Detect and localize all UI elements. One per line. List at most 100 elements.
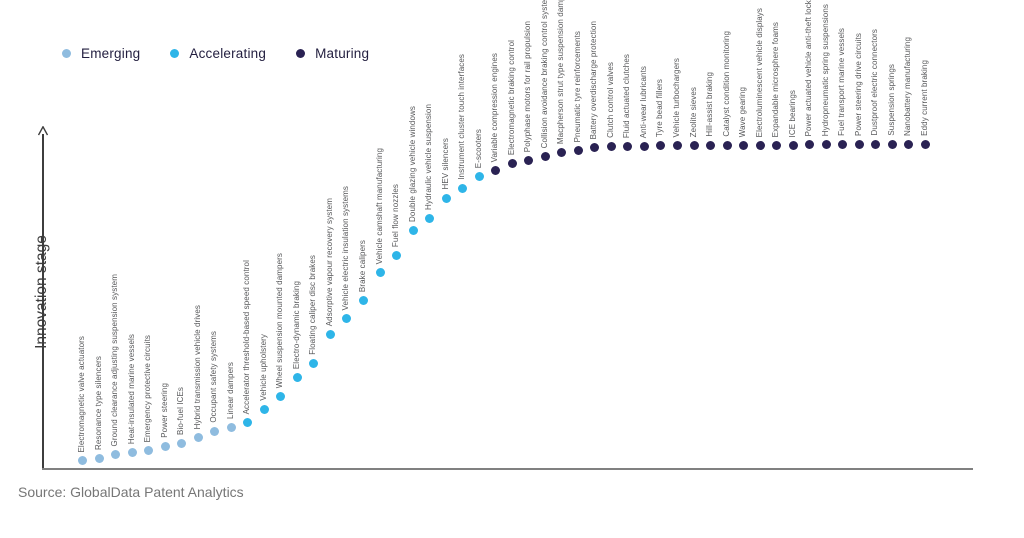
data-point-label: Variable compression engines [490, 52, 499, 162]
data-point-label: Brake calipers [358, 239, 367, 292]
data-point-dot [358, 295, 368, 305]
data-point-dot [854, 139, 864, 149]
data-point-dot [540, 151, 550, 161]
data-point-dot [556, 147, 566, 157]
data-point-dot [490, 165, 500, 175]
data-point-dot [391, 250, 401, 260]
data-point-label: Fuel transport marine vessels [837, 28, 846, 136]
data-point-label: Occupant safety systems [209, 331, 218, 423]
y-axis-arrow-icon [37, 126, 48, 136]
legend-item-maturing: Maturing [296, 46, 369, 61]
data-point-label: Hill-assist braking [705, 72, 714, 137]
data-point-dot [639, 141, 649, 151]
data-point-dot [143, 445, 153, 455]
data-point-dot [606, 141, 616, 151]
data-point-dot [259, 404, 269, 414]
data-point-dot [837, 139, 847, 149]
data-point-label: Resonance type silencers [94, 355, 103, 450]
data-point-label: Pneumatic tyre reinforcements [573, 30, 582, 142]
data-point-dot [408, 225, 418, 235]
legend-item-accelerating: Accelerating [170, 46, 266, 61]
legend-label: Emerging [81, 46, 141, 61]
data-point-label: Eddy current braking [920, 60, 929, 136]
data-point-label: Battery overdischarge protection [589, 20, 598, 139]
legend-label: Maturing [315, 46, 370, 61]
data-point-dot [193, 432, 203, 442]
legend-dot-icon [62, 49, 71, 58]
data-point-label: Tyre bead fillers [655, 78, 664, 137]
data-point-dot [308, 358, 318, 368]
data-point-label: HEV silencers [441, 138, 450, 190]
source-note: Source: GlobalData Patent Analytics [18, 484, 244, 500]
data-point-label: Power steering drive circuits [854, 33, 863, 136]
data-point-label: Vehicle camshaft manufacturing [375, 147, 384, 264]
legend: Emerging Accelerating Maturing [62, 46, 369, 61]
data-point-dot [94, 453, 104, 463]
data-point-label: Nanobattery manufacturing [903, 37, 912, 136]
data-point-dot [870, 139, 880, 149]
data-point-dot [755, 140, 765, 150]
data-point-label: Heat-insulated marine vessels [127, 333, 136, 444]
data-point-dot [589, 142, 599, 152]
data-point-label: Linear dampers [226, 362, 235, 419]
data-point-dot [722, 140, 732, 150]
data-point-label: Hybrid transmission vehicle drives [193, 304, 202, 429]
data-point-dot [242, 417, 252, 427]
data-point-label: Electro-dynamic braking [292, 280, 301, 369]
data-point-dot [887, 139, 897, 149]
data-point-dot [523, 155, 533, 165]
data-point-label: Fuel flow nozzles [391, 183, 400, 247]
data-point-dot [655, 140, 665, 150]
data-point-label: Wheel suspension mounted dampers [275, 252, 284, 388]
data-point-label: Fluid actuated clutches [622, 53, 631, 138]
data-point-label: Catalyst condition monitoring [722, 31, 731, 137]
data-point-label: E-scooters [474, 128, 483, 168]
data-point-dot [176, 438, 186, 448]
data-point-dot [457, 183, 467, 193]
data-point-label: Hydropneumatic spring suspensions [821, 3, 830, 136]
data-point-label: Electroluminescent vehicle displays [755, 7, 764, 137]
x-axis-line [42, 468, 973, 470]
data-point-label: Dustproof electric connectors [870, 29, 879, 136]
data-point-label: Power steering [160, 383, 169, 438]
data-point-dot [705, 140, 715, 150]
data-point-dot [292, 372, 302, 382]
data-point-label: Collision avoidance braking control syst… [540, 0, 549, 148]
data-point-label: Polyphase motors for rail propulsion [523, 20, 532, 152]
data-point-dot [821, 139, 831, 149]
data-point-dot [127, 447, 137, 457]
data-point-dot [920, 139, 930, 149]
legend-item-emerging: Emerging [62, 46, 140, 61]
data-point-dot [507, 158, 517, 168]
data-point-label: Bio-fuel ICEs [176, 387, 185, 435]
legend-dot-icon [170, 49, 180, 58]
data-point-dot [573, 145, 583, 155]
data-point-dot [77, 455, 87, 465]
data-point-dot [110, 449, 120, 459]
data-point-dot [738, 140, 748, 150]
data-point-label: Vehicle upholstery [259, 334, 268, 401]
data-point-label: Clutch control valves [606, 62, 615, 138]
data-point-dot [160, 441, 170, 451]
data-point-label: Anti-wear lubricants [639, 65, 648, 138]
y-axis-title: Innovation stage [33, 235, 50, 349]
data-point-label: Accelerator threshold-based speed contro… [242, 259, 251, 414]
data-point-label: ICE bearings [788, 89, 797, 137]
data-point-label: Suspension springs [887, 64, 896, 136]
data-point-label: Floating caliper disc brakes [308, 255, 317, 355]
data-point-label: Power actuated vehicle anti-theft locks [804, 0, 813, 136]
legend-label: Accelerating [189, 46, 267, 61]
data-point-label: Emergency protective circuits [143, 334, 152, 442]
data-point-label: Instrument cluster touch interfaces [457, 54, 466, 180]
data-point-label: Double glazing vehicle windows [408, 106, 417, 222]
data-point-label: Zeolite sieves [689, 86, 698, 137]
data-point-dot [622, 141, 632, 151]
data-point-label: Electromagnetic braking control [507, 39, 516, 155]
data-point-label: Ground clearance adjusting suspension sy… [110, 273, 119, 447]
data-point-dot [375, 267, 385, 277]
data-point-label: Electromagnetic valve actuators [77, 335, 86, 453]
y-axis-line [42, 134, 44, 470]
data-point-dot [325, 329, 335, 339]
data-point-dot [903, 139, 913, 149]
data-point-dot [788, 140, 798, 150]
